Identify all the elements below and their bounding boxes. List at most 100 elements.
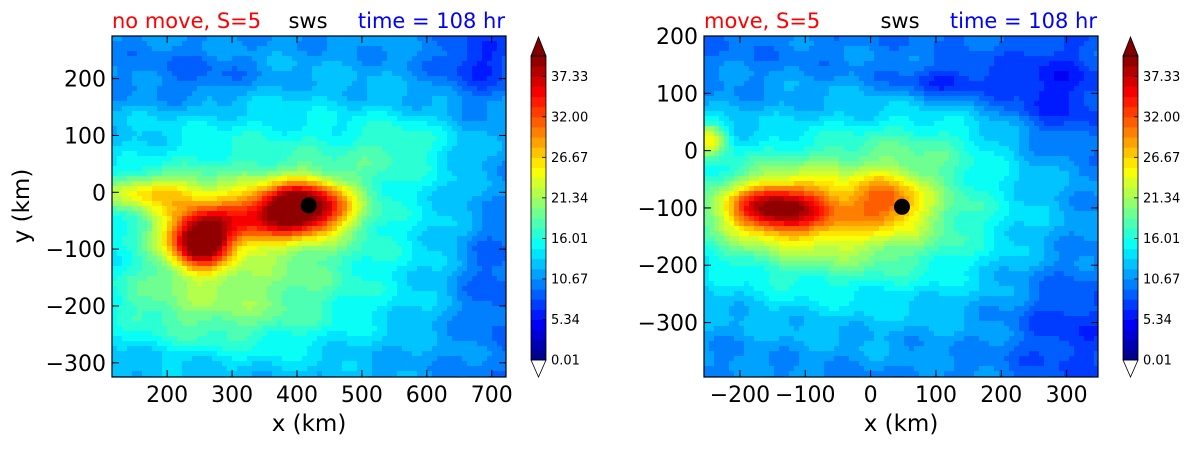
y-axis-label: y (km) (9, 169, 35, 244)
y-tick-label: −100 (46, 238, 106, 263)
colorbar-segment (1123, 289, 1138, 300)
y-tick-label: 200 (656, 25, 698, 50)
x-tick-label: 500 (341, 383, 383, 408)
colorbar-segment (1123, 299, 1138, 310)
colorbar-segment (1123, 249, 1138, 260)
colorbar-tick-label: 37.33 (1143, 70, 1180, 85)
colorbar-tick-label: 5.34 (1143, 313, 1172, 328)
colorbar-segment (531, 56, 546, 67)
colorbar-segment (1123, 319, 1138, 330)
colorbar-segment (531, 66, 546, 77)
colorbar-segment (1123, 127, 1138, 138)
x-tick-label: −100 (775, 383, 835, 408)
colorbar-segment (531, 127, 546, 138)
colorbar-segment (531, 309, 546, 320)
colorbar-tick-label: 16.01 (551, 232, 588, 247)
colorbar-segment (531, 97, 546, 108)
storm-center-marker (301, 197, 317, 213)
colorbar-segment (531, 228, 546, 239)
colorbar-segment (1123, 330, 1138, 341)
colorbar-segment (1123, 178, 1138, 189)
colorbar-tick-label: 16.01 (1143, 232, 1180, 247)
y-tick-label: 100 (656, 82, 698, 107)
colorbar-tick-label: 32.00 (551, 110, 588, 125)
y-tick-label: −300 (46, 352, 106, 377)
y-tick-label: −200 (638, 254, 698, 279)
colorbar-segment (1123, 56, 1138, 67)
colorbar-segment (1123, 86, 1138, 97)
colorbar-segment (531, 86, 546, 97)
x-tick-label: 200 (980, 383, 1022, 408)
colorbar-segment (531, 279, 546, 290)
y-tick-label: −300 (638, 312, 698, 337)
colorbar-segment (531, 238, 546, 249)
colorbar-segment (531, 350, 546, 361)
storm-center-marker (894, 199, 910, 215)
colorbar-segment (531, 107, 546, 118)
colorbar-tick-label: 10.67 (551, 272, 588, 287)
colorbar-segment (1123, 76, 1138, 87)
colorbar-extend-min (531, 360, 546, 377)
title-mid: sws (880, 9, 919, 33)
colorbar-segment (1123, 157, 1138, 168)
colorbar-extend-max (531, 37, 546, 56)
x-tick-label: −200 (710, 383, 770, 408)
colorbar-segment (1123, 66, 1138, 77)
x-tick-label: 700 (471, 383, 513, 408)
title-right: time = 108 hr (358, 9, 505, 33)
colorbar-segment (531, 269, 546, 280)
colorbar-segment (531, 117, 546, 128)
colorbar-segment (1123, 117, 1138, 128)
colorbar-tick-label: 0.01 (1143, 354, 1172, 369)
colorbar-segment (1123, 218, 1138, 229)
y-tick-label: −100 (638, 197, 698, 222)
colorbar-segment (1123, 107, 1138, 118)
colorbar-tick-label: 26.67 (1143, 151, 1180, 166)
colorbar-segment (531, 330, 546, 341)
title-right: time = 108 hr (950, 9, 1097, 33)
y-tick-label: 200 (64, 68, 106, 93)
colorbar-segment (1123, 137, 1138, 148)
colorbar-extend-max (1123, 37, 1138, 56)
colorbar-segment (1123, 147, 1138, 158)
colorbar-segment (531, 137, 546, 148)
colorbar-segment (531, 76, 546, 87)
y-tick-label: 100 (64, 124, 106, 149)
colorbar-segment (531, 340, 546, 351)
colorbar-segment (531, 167, 546, 178)
colorbar-segment (1123, 340, 1138, 351)
y-tick-label: 0 (684, 140, 698, 165)
colorbar-segment (531, 188, 546, 199)
x-tick-label: 300 (1046, 383, 1088, 408)
colorbar-segment (1123, 167, 1138, 178)
colorbar-segment (531, 147, 546, 158)
colorbar-segment (531, 178, 546, 189)
colorbar-segment (531, 249, 546, 260)
colorbar-segment (531, 319, 546, 330)
x-tick-label: 200 (146, 383, 188, 408)
colorbar-segment (531, 299, 546, 310)
colorbar-segment (1123, 309, 1138, 320)
colorbar-segment (1123, 97, 1138, 108)
colorbar-segment (1123, 188, 1138, 199)
y-tick-label: 0 (92, 181, 106, 206)
colorbar-tick-label: 26.67 (551, 151, 588, 166)
x-tick-label: 0 (864, 383, 878, 408)
colorbar-segment (1123, 269, 1138, 280)
colorbar-segment (1123, 279, 1138, 290)
x-tick-label: 400 (276, 383, 318, 408)
x-tick-label: 100 (915, 383, 957, 408)
colorbar-segment (531, 259, 546, 270)
colorbar-tick-label: 32.00 (1143, 110, 1180, 125)
x-axis-label: x (km) (864, 411, 939, 437)
colorbar-segment (1123, 208, 1138, 219)
colorbar-segment (1123, 259, 1138, 270)
x-tick-label: 600 (406, 383, 448, 408)
x-tick-label: 300 (211, 383, 253, 408)
